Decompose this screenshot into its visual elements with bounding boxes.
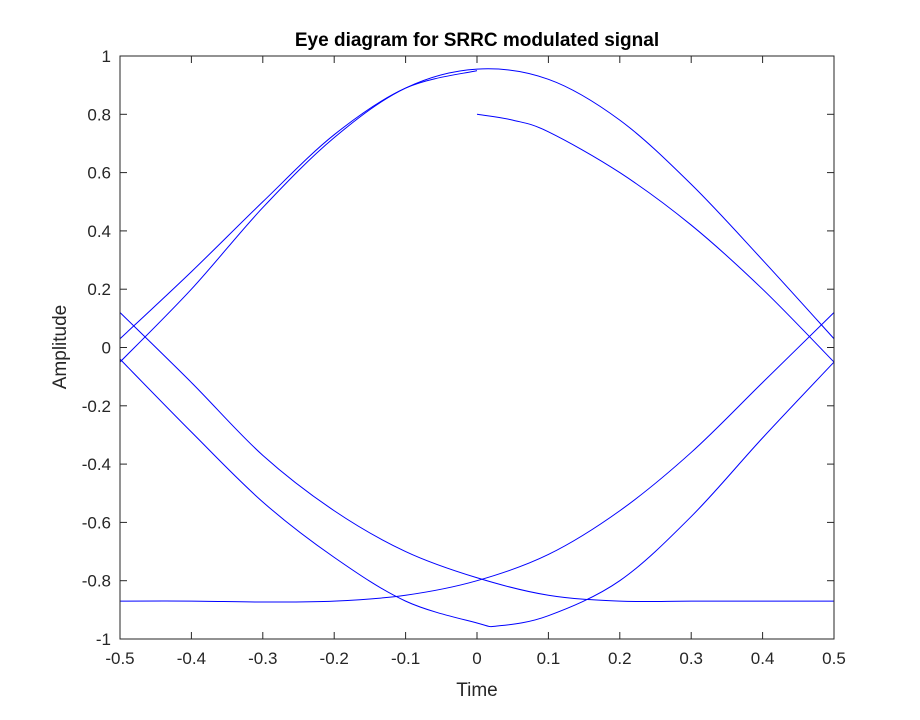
y-tick-label: -0.8	[82, 572, 111, 591]
y-tick-label: 0.6	[87, 164, 111, 183]
eye-trace-2	[119, 70, 478, 340]
eye-trace-3	[476, 113, 835, 363]
ticks-group: -0.5 -0.4 -0.3 -0.2 -0.1 0 0.1 0.2 0.3 0.4 0.5 -1 -0…	[82, 47, 846, 668]
x-tick-label: 0.3	[679, 649, 703, 668]
x-tick-label: -0.1	[391, 649, 420, 668]
y-tick-label: 1	[102, 47, 111, 66]
eye-trace-4	[119, 312, 834, 603]
y-tick-label: -1	[96, 630, 111, 649]
eye-trace-5	[119, 358, 835, 628]
y-axis-label: Amplitude	[50, 305, 71, 390]
x-tick-label: -0.4	[177, 649, 206, 668]
y-tick-label: 0.2	[87, 280, 111, 299]
y-tick-label: 0.8	[87, 105, 111, 124]
x-tick-label: 0.1	[537, 649, 561, 668]
x-tick-label: 0.5	[822, 649, 846, 668]
x-tick-label: 0	[472, 649, 481, 668]
y-tick-label: 0	[102, 339, 111, 358]
y-tick-label: -0.2	[82, 397, 111, 416]
traces-group	[119, 68, 835, 628]
eye-trace-6	[119, 312, 835, 603]
x-tick-label: -0.2	[320, 649, 349, 668]
x-tick-label: 0.4	[751, 649, 775, 668]
y-tick-label: -0.6	[82, 513, 111, 532]
y-tick-label: -0.4	[82, 455, 111, 474]
x-tick-label: -0.3	[248, 649, 277, 668]
x-tick-label: 0.2	[608, 649, 632, 668]
x-tick-label: -0.5	[105, 649, 134, 668]
chart-title: Eye diagram for SRRC modulated signal	[295, 30, 659, 51]
eye-trace-1	[119, 68, 835, 363]
y-tick-label: 0.4	[87, 222, 111, 241]
x-axis-label: Time	[456, 680, 498, 701]
